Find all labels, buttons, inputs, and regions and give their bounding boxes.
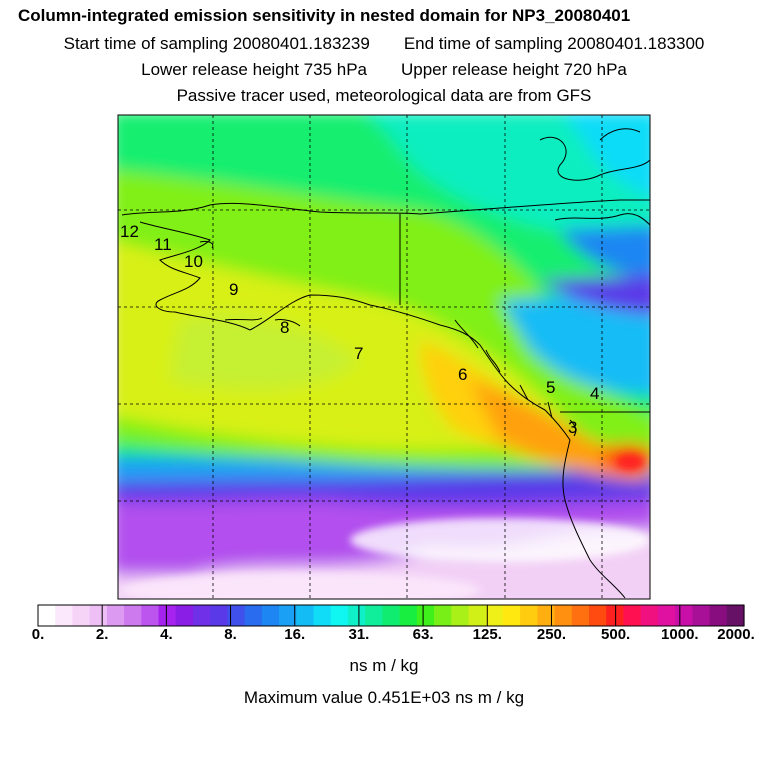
colorbar-tick-label: 125. — [472, 626, 502, 643]
colorbar-swatch — [589, 605, 607, 626]
colorbar-swatch — [399, 605, 418, 626]
sampling-times: Start time of sampling 20080401.183239 En… — [0, 34, 768, 54]
colorbar-swatch — [279, 605, 297, 626]
colorbar-swatch — [330, 605, 349, 626]
colorbar-swatch — [623, 605, 642, 626]
colorbar-unit-label: ns m / kg — [349, 656, 419, 675]
colorbar-swatch — [227, 605, 246, 626]
colorbar-swatch — [365, 605, 383, 626]
map-title: Column-integrated emission sensitivity i… — [18, 6, 631, 25]
colorbar-swatch — [554, 605, 573, 626]
lower-height-label: Lower release height 735 hPa — [141, 60, 367, 79]
colorbar-tick-label: 8. — [224, 626, 237, 643]
colorbar-tick-label: 4. — [160, 626, 173, 643]
maximum-value-label: Maximum value 0.451E+03 ns m / kg — [243, 688, 525, 707]
colorbar-tick-label: 2. — [95, 626, 109, 643]
colorbar-swatch — [640, 605, 659, 626]
start-time-label: Start time of sampling 20080401.183239 — [63, 34, 370, 53]
colorbar-swatch — [313, 605, 332, 626]
point-label-4: 4 — [590, 384, 599, 403]
point-label-8: 8 — [280, 318, 289, 337]
colorbar-swatch — [726, 605, 745, 626]
colorbar-swatch — [261, 605, 280, 626]
trajectory-point-labels: 12 11 10 9 8 7 6 5 4 3 — [120, 222, 599, 437]
colorbar-swatch — [709, 605, 728, 626]
point-label-12: 12 — [120, 222, 139, 241]
point-label-11: 11 — [154, 235, 172, 254]
colorbar-swatch — [468, 605, 487, 626]
coastlines — [121, 128, 650, 599]
point-label-5: 5 — [546, 378, 555, 397]
colorbar-swatch — [657, 605, 676, 626]
point-label-3: 3 — [568, 418, 577, 437]
end-time-label: End time of sampling 20080401.183300 — [403, 34, 705, 53]
colorbar-swatch — [158, 605, 177, 626]
point-label-6: 6 — [458, 365, 467, 384]
colorbar-swatch — [382, 605, 401, 626]
colorbar-swatch — [296, 605, 315, 626]
colorbar-swatch — [520, 605, 538, 626]
colorbar-swatch — [675, 605, 693, 626]
colorbar-tick-label: 63. — [412, 626, 434, 643]
colorbar-swatch — [502, 605, 521, 626]
point-label-9: 9 — [229, 280, 238, 299]
colorbar-swatch — [124, 605, 142, 626]
colorbar-swatch — [192, 605, 211, 626]
tracer-note: Passive tracer used, meteorological data… — [176, 86, 592, 105]
release-heights: Lower release height 735 hPa Upper releas… — [0, 60, 768, 80]
point-label-7: 7 — [354, 344, 363, 363]
colorbar — [37, 604, 745, 627]
colorbar-swatch — [451, 605, 470, 626]
colorbar-swatch — [244, 605, 263, 626]
colorbar-swatch — [38, 605, 56, 626]
colorbar-swatch — [485, 605, 504, 626]
colorbar-swatch — [571, 605, 590, 626]
colorbar-tick-label: 1000. — [661, 626, 699, 643]
colorbar-tick-label: 16. — [284, 626, 306, 643]
upper-height-label: Upper release height 720 hPa — [401, 60, 627, 79]
point-label-10: 10 — [184, 252, 203, 271]
colorbar-swatch — [210, 605, 229, 626]
colorbar-swatch — [55, 605, 74, 626]
colorbar-swatch — [175, 605, 194, 626]
colorbar-swatch — [347, 605, 366, 626]
map-frame — [117, 114, 651, 600]
colorbar-tick-label: 0. — [31, 626, 45, 643]
colorbar-swatch — [692, 605, 711, 626]
graticule — [118, 115, 650, 599]
emission-sensitivity-map: 12 11 10 9 8 7 6 5 4 3 — [37, 114, 745, 627]
colorbar-tick-label: 31. — [348, 626, 370, 643]
colorbar-swatch — [537, 605, 556, 626]
colorbar-swatch — [89, 605, 108, 626]
colorbar-swatch — [72, 605, 91, 626]
colorbar-tick-label: 500. — [601, 626, 631, 643]
colorbar-swatch — [416, 605, 435, 626]
colorbar-swatch — [434, 605, 452, 626]
colorbar-tick-label: 2000. — [717, 626, 755, 643]
colorbar-swatch — [141, 605, 160, 626]
colorbar-tick-label: 250. — [536, 626, 567, 643]
colorbar-swatch — [106, 605, 125, 626]
sensitivity-field — [118, 115, 650, 599]
